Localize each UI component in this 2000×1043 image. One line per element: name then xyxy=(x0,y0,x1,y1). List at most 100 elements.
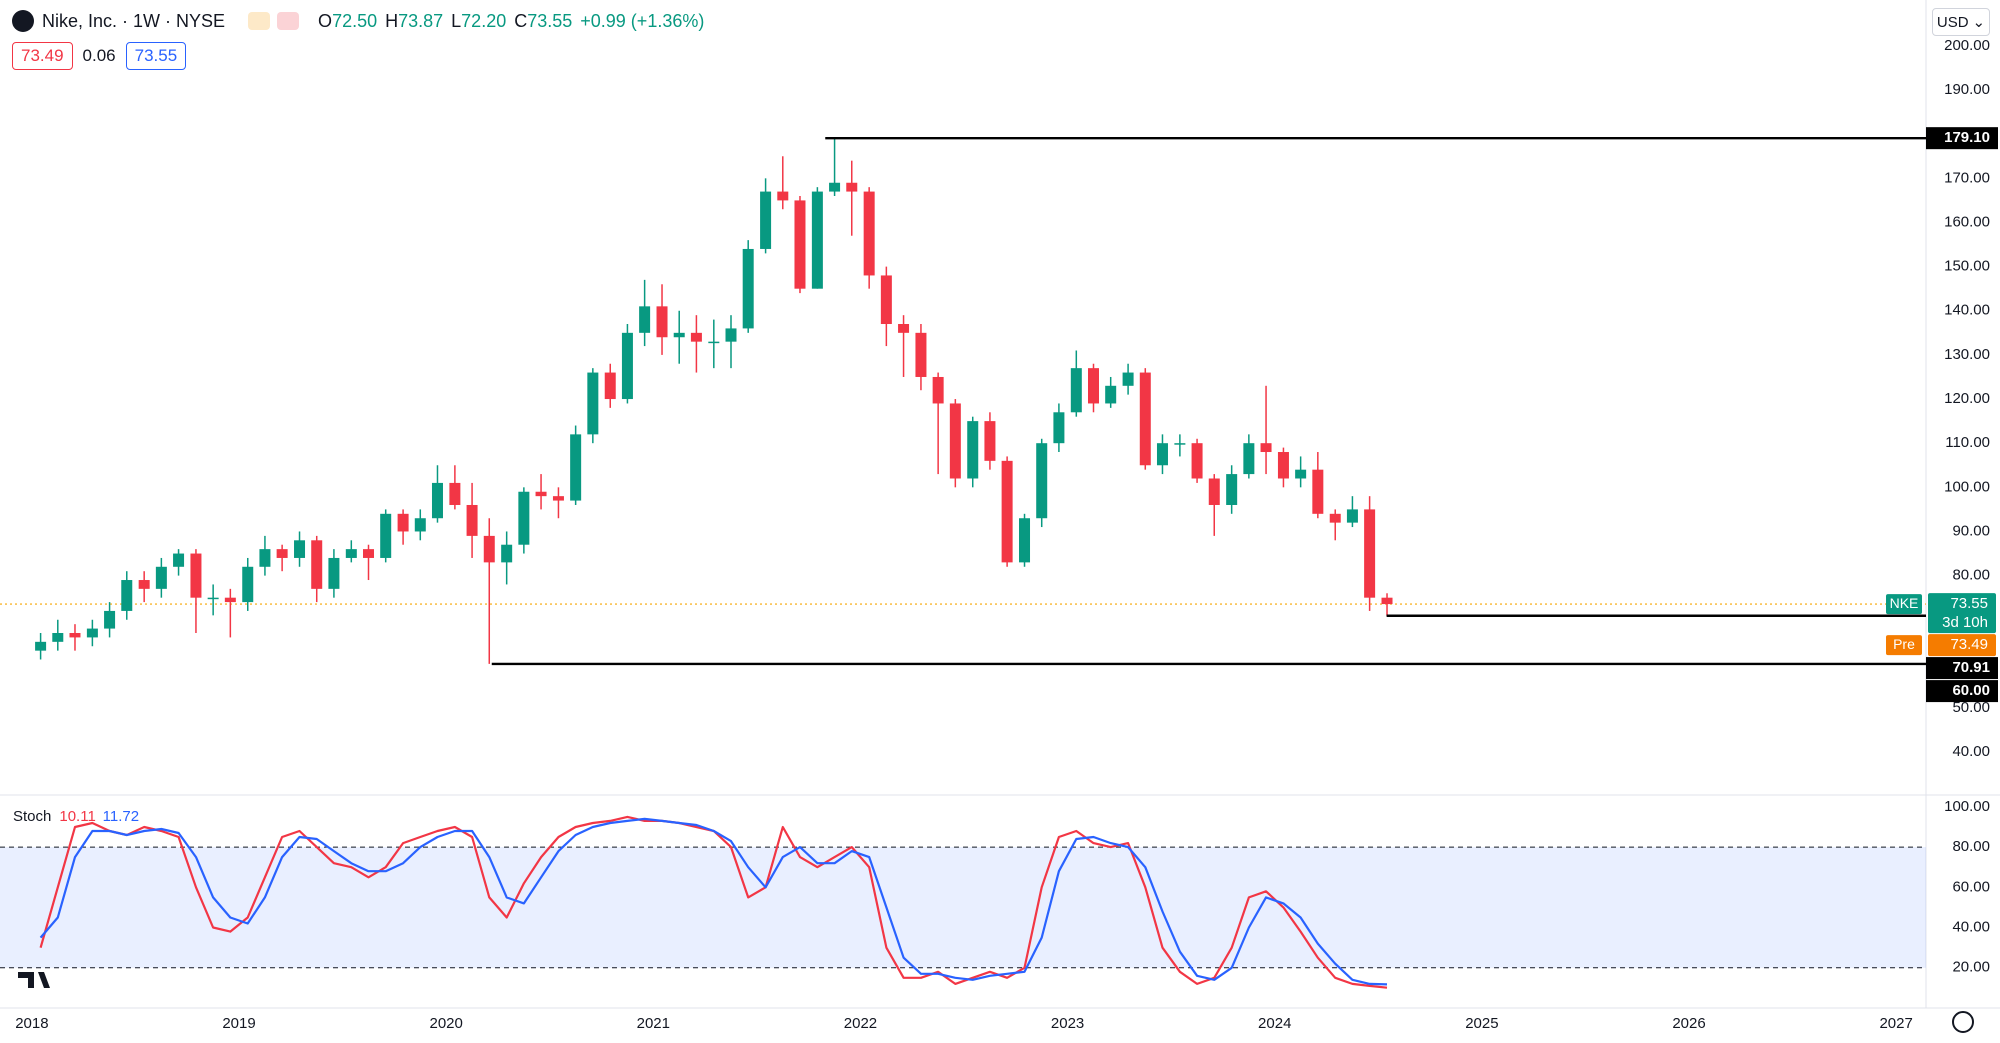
candle-body xyxy=(639,306,651,333)
candle-body xyxy=(552,496,564,501)
candle-body xyxy=(69,632,81,638)
ohlc-value: 72.20 xyxy=(461,10,507,31)
candle-body xyxy=(155,566,167,589)
candle-body xyxy=(518,491,530,545)
candle-body xyxy=(570,434,582,501)
candle-body xyxy=(760,191,772,249)
candle-body xyxy=(811,191,823,289)
candle-body xyxy=(777,191,789,201)
candle-body xyxy=(846,182,858,192)
header: Nike, Inc. · 1W · NYSE O 72.50 H 73.87 L 72.2… xyxy=(12,8,707,34)
candle-body xyxy=(1174,443,1186,445)
candle-body xyxy=(466,504,478,536)
candle-body xyxy=(1070,368,1082,413)
candle-body xyxy=(207,597,219,600)
candle-body xyxy=(501,544,513,563)
candle-body xyxy=(794,200,806,289)
candle-body xyxy=(345,549,357,558)
candle-body xyxy=(86,628,98,638)
candle-body xyxy=(1053,412,1065,444)
candle-body xyxy=(1208,478,1220,505)
candle-body xyxy=(294,540,306,558)
candle-body xyxy=(949,403,961,479)
level-tag-label: 179.10 xyxy=(1944,129,1990,146)
candle-body xyxy=(1191,443,1203,479)
price-tag-value: 73.55 xyxy=(1950,595,1988,612)
candle-body xyxy=(1001,460,1013,563)
y-tick-label: 140.00 xyxy=(1944,302,1990,319)
stoch-line xyxy=(39,817,1388,986)
x-tick-label: 2018 xyxy=(15,1015,48,1032)
candle-body xyxy=(535,491,547,497)
candle-body xyxy=(173,553,185,567)
ohlc-label: L xyxy=(451,10,462,31)
candle-body xyxy=(1277,452,1289,479)
candle-body xyxy=(35,641,47,651)
quote-box: 0.06 xyxy=(82,46,116,65)
level-tag xyxy=(1926,680,1998,703)
currency[interactable]: USD xyxy=(1936,13,1969,31)
candle-body xyxy=(621,332,633,400)
candle-body xyxy=(449,482,461,505)
settings-button[interactable] xyxy=(1952,1011,1974,1033)
candle-body xyxy=(414,518,426,532)
candle-body xyxy=(138,580,150,589)
candle-body xyxy=(52,632,64,642)
candle-body xyxy=(725,328,737,342)
candle-body xyxy=(708,341,720,344)
legend-item: 11.72 xyxy=(103,808,139,825)
candle-body xyxy=(363,549,375,558)
candle-body xyxy=(587,372,599,435)
y-tick-label: 50.00 xyxy=(1952,699,1990,716)
band-fill xyxy=(0,847,1926,968)
chevron: ⌄ xyxy=(1972,14,1986,31)
candle-body xyxy=(1019,518,1031,563)
candle-body xyxy=(259,549,271,567)
y-tick-label: 170.00 xyxy=(1944,169,1990,186)
candle-body xyxy=(1295,469,1307,479)
legend-item: Stoch xyxy=(13,808,51,825)
watermark xyxy=(18,972,50,988)
price-tag xyxy=(1928,593,1996,634)
price-tag-value: 73.49 xyxy=(1950,636,1988,653)
ohlc-value: 72.50 xyxy=(332,10,378,31)
market-icon[interactable] xyxy=(248,12,271,30)
candle-body xyxy=(121,580,133,611)
ohlc-value: 73.87 xyxy=(398,10,444,31)
candle-body xyxy=(984,421,996,461)
candle-body xyxy=(1243,443,1255,475)
y-tick-label: 130.00 xyxy=(1944,346,1990,363)
y-tick-label: 100.00 xyxy=(1944,478,1990,495)
price-tag-name-box xyxy=(1886,594,1922,615)
candle-body xyxy=(880,275,892,325)
candle-body xyxy=(898,324,910,333)
x-tick-label: 2025 xyxy=(1465,1015,1498,1032)
candle-body xyxy=(1329,513,1341,523)
symbol[interactable]: Nike, Inc. · 1W · NYSE xyxy=(42,10,226,31)
currency-button[interactable]: USD ⌄ xyxy=(1932,8,1990,36)
candle-body xyxy=(1139,372,1151,466)
candle-body xyxy=(311,540,323,589)
delay-icon[interactable] xyxy=(277,12,300,30)
candle-body xyxy=(276,549,288,558)
x-tick-label: 2021 xyxy=(637,1015,670,1032)
bid-ask: 73.49 0.06 73.55 xyxy=(12,42,187,70)
change: +0.99 (+1.36%) xyxy=(580,10,705,31)
legend-item: 10.11 xyxy=(59,808,95,825)
y-tick-label: 200.00 xyxy=(1944,37,1990,54)
x-tick-label: 2024 xyxy=(1258,1015,1291,1032)
y-tick-label: 150.00 xyxy=(1944,258,1990,275)
candle-body xyxy=(1312,469,1324,514)
y-tick-label: 40.00 xyxy=(1952,919,1990,936)
candle-body xyxy=(224,597,236,603)
level-tag-label: 70.91 xyxy=(1952,659,1990,676)
level-tag xyxy=(1926,657,1998,680)
candle-body xyxy=(1346,509,1358,523)
price-tag xyxy=(1928,634,1996,657)
ohlc-label: H xyxy=(385,10,399,31)
y-tick-label: 20.00 xyxy=(1952,959,1990,976)
y-tick-label: 40.00 xyxy=(1952,743,1990,760)
price-tag-note: 3d 10h xyxy=(1942,614,1988,631)
